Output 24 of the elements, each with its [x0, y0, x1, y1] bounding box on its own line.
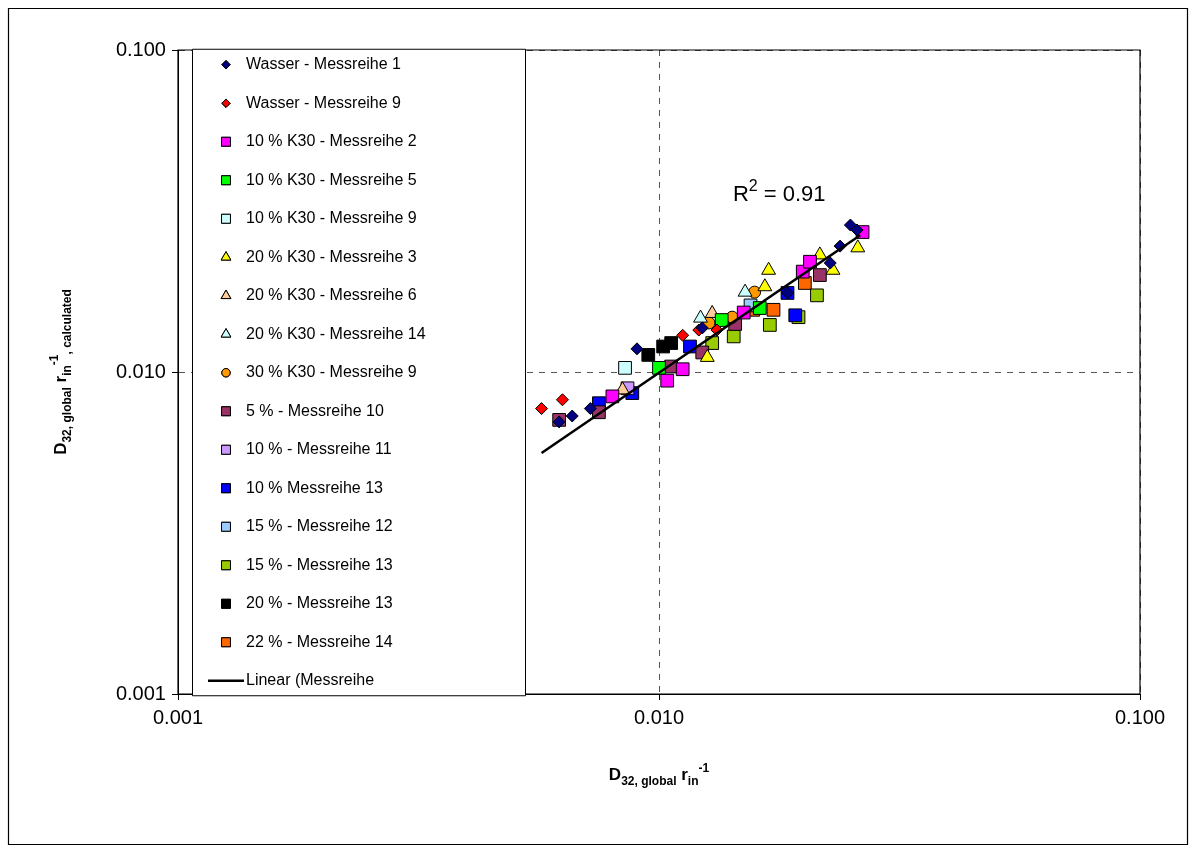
legend-label: 10 % - Messreihe 11 — [246, 440, 392, 458]
x-tick-label: 0.001 — [152, 705, 204, 728]
legend-label: 10 % K30 - Messreihe 9 — [246, 209, 417, 227]
y-tick-label: 0.010 — [115, 359, 166, 382]
legend-label: 22 % - Messreihe 14 — [246, 632, 393, 650]
legend-label: 10 % Messreihe 13 — [246, 478, 384, 496]
legend-label: 20 % K30 - Messreihe 14 — [246, 324, 426, 342]
legend-label: 20 % K30 - Messreihe 6 — [246, 286, 417, 304]
legend-label: 15 % - Messreihe 12 — [246, 517, 393, 535]
legend-label: 20 % - Messreihe 13 — [246, 594, 393, 612]
y-axis-title: D32, global rin-1, calculated — [47, 289, 75, 455]
y-tick-label: 0.100 — [115, 37, 166, 60]
legend-label: Wasser - Messreihe 1 — [246, 55, 402, 73]
x-tick-label: 0.010 — [633, 705, 685, 728]
legend-label: Wasser - Messreihe 9 — [246, 93, 402, 111]
legend-label: 10 % K30 - Messreihe 5 — [246, 170, 417, 188]
legend-label: 20 % K30 - Messreihe 3 — [246, 247, 417, 265]
legend-label: 15 % - Messreihe 13 — [246, 555, 393, 573]
legend-label: Linear (Messreihe — [246, 671, 375, 689]
y-tick-label: 0.001 — [115, 681, 166, 704]
legend-label: 30 % K30 - Messreihe 9 — [246, 363, 417, 381]
legend-label: 10 % K30 - Messreihe 2 — [246, 132, 417, 150]
x-tick-label: 0.100 — [1114, 705, 1166, 728]
legend-label: 5 % - Messreihe 10 — [246, 401, 384, 419]
